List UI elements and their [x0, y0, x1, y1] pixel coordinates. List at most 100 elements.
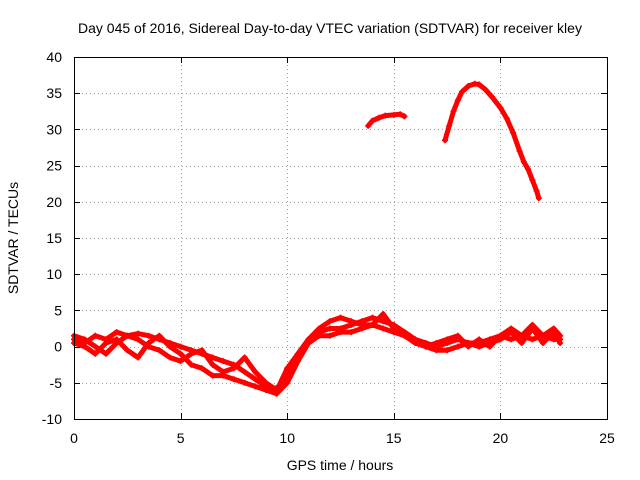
data-point [177, 358, 184, 365]
data-point [337, 314, 344, 321]
data-point [433, 340, 440, 346]
data-point [326, 318, 333, 325]
data-point [442, 137, 448, 144]
data-point [305, 336, 312, 343]
data-point [81, 343, 88, 350]
series-arc-small [365, 111, 408, 129]
data-point [273, 387, 280, 393]
data-point [390, 111, 397, 118]
data-point [380, 325, 387, 332]
data-point [557, 332, 564, 339]
data-point [209, 372, 216, 379]
data-point [446, 122, 453, 129]
x-tick-label: 25 [599, 430, 615, 446]
data-point [326, 325, 333, 332]
data-point [497, 104, 504, 111]
data-point [220, 368, 227, 375]
series-arc-large [442, 80, 542, 202]
data-point [529, 177, 536, 184]
data-point [488, 93, 495, 100]
data-point [529, 336, 536, 343]
x-tick-label: 0 [70, 430, 78, 446]
data-point [135, 336, 141, 343]
data-point [262, 387, 269, 393]
data-point [482, 86, 489, 93]
series-track-c [71, 311, 564, 393]
data-point [433, 347, 440, 354]
data-point [476, 336, 483, 343]
chart-title: Day 045 of 2016, Sidereal Day-to-day VTE… [78, 20, 582, 36]
data-point [550, 325, 557, 332]
data-point [476, 81, 483, 88]
data-point [518, 332, 525, 339]
data-point [486, 343, 493, 350]
data-point [508, 325, 515, 332]
data-series [71, 80, 564, 397]
data-point [450, 108, 457, 115]
x-tick-label: 10 [279, 430, 295, 446]
data-point [188, 350, 195, 357]
y-tick-label: 40 [46, 49, 62, 65]
y-tick-label: -10 [42, 411, 62, 427]
data-point [540, 332, 546, 339]
data-point [124, 347, 131, 354]
data-point [209, 361, 216, 368]
data-point [241, 354, 248, 361]
data-point [369, 321, 376, 328]
data-point [557, 340, 564, 346]
data-point [145, 332, 152, 339]
data-point [397, 111, 404, 118]
data-point [166, 354, 173, 361]
data-point [369, 314, 376, 321]
data-point [92, 332, 99, 339]
data-point [103, 340, 109, 346]
y-tick-label: 0 [54, 339, 62, 355]
data-point [401, 329, 408, 336]
data-point [326, 332, 333, 339]
data-point [177, 350, 184, 357]
data-point [177, 343, 184, 350]
data-point [209, 354, 216, 361]
data-point [252, 368, 259, 375]
data-point [390, 325, 397, 332]
x-tick-label: 5 [177, 430, 185, 446]
data-point [535, 195, 542, 202]
y-tick-label: 15 [46, 230, 62, 246]
data-point [230, 376, 237, 383]
data-point [520, 159, 527, 165]
axis-ticks [74, 57, 608, 420]
data-point [166, 343, 173, 350]
data-point [540, 340, 546, 346]
y-tick-label: 30 [46, 121, 62, 137]
data-point [252, 383, 259, 390]
data-point [503, 115, 510, 122]
data-point [156, 347, 163, 354]
data-point [444, 347, 451, 354]
data-point [369, 117, 376, 124]
data-point [294, 350, 301, 357]
x-tick-label: 15 [386, 430, 402, 446]
data-point [365, 122, 372, 129]
data-point [508, 336, 515, 343]
data-point [284, 372, 291, 379]
data-point [103, 350, 109, 357]
data-point [497, 332, 504, 339]
data-point [220, 358, 227, 365]
data-point [145, 343, 152, 350]
data-point [459, 88, 465, 95]
y-tick-label: 25 [46, 158, 62, 174]
data-point [316, 332, 323, 339]
data-point [525, 166, 532, 173]
data-point [252, 376, 259, 383]
data-point [412, 336, 419, 343]
data-point [401, 113, 408, 120]
data-point [124, 332, 131, 339]
data-point [348, 329, 355, 336]
y-tick-label: 35 [46, 85, 62, 101]
data-point [454, 343, 461, 350]
data-point [198, 365, 205, 372]
data-point [188, 361, 195, 368]
y-axis-label: SDTVAR / TECUs [5, 182, 21, 294]
data-point [465, 83, 472, 89]
data-point [529, 321, 536, 328]
